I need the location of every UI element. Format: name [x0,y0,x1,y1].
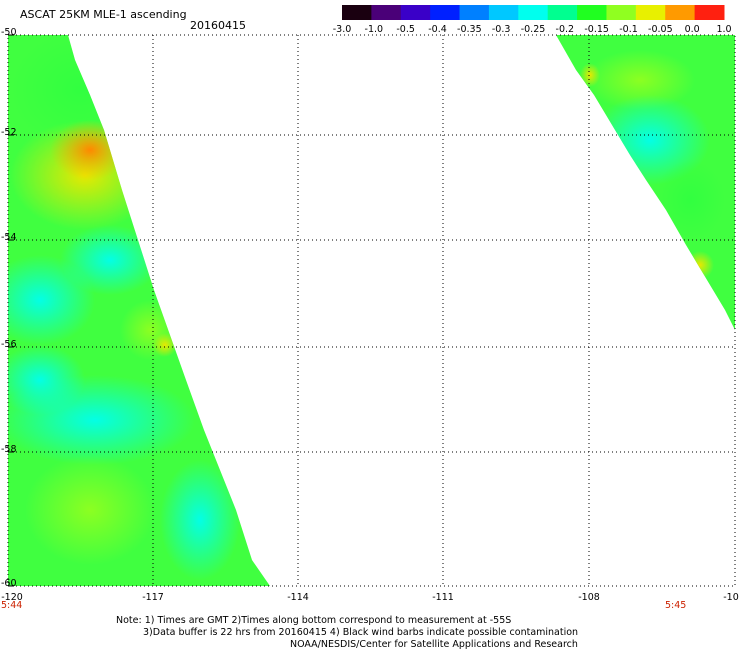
lon-label: -10 [723,592,739,603]
lat-label: -50 [1,27,17,38]
colorbar-tick-label: -3.0 [332,24,352,35]
colorbar-segment [577,5,607,20]
lat-label: -58 [1,444,17,455]
time-left: 5:44 [1,600,23,611]
colorbar-segment [459,5,490,20]
colorbar-tick-label: -0.5 [396,24,415,35]
map-title: ASCAT 25KM MLE-1 ascending [20,8,187,21]
colorbar-tick-label: 0.0 [684,24,700,35]
colorbar-segment [547,5,578,20]
colorbar-tick-label: -0.2 [555,24,575,35]
colorbar-tick-label: -0.05 [648,24,673,35]
colorbar-tick-label: -0.4 [428,24,447,35]
lat-label: -54 [1,232,17,243]
colorbar-segment [400,5,431,20]
map-frame [7,34,736,587]
colorbar-segment [606,5,637,20]
lon-label: -111 [432,592,454,603]
colorbar-tick-label: -1.0 [364,24,384,35]
colorbar-segment [694,5,725,20]
colorbar-tick-label: -0.3 [491,24,511,35]
lon-label: -117 [142,592,164,603]
note-line-3: NOAA/NESDIS/Center for Satellite Applica… [290,639,578,650]
colorbar-segment [488,5,519,20]
colorbar-tick-label: -0.25 [520,24,546,35]
colorbar-tick-label: -0.1 [619,24,638,35]
lat-label: -56 [1,339,17,350]
colorbar-segment [371,5,402,20]
colorbar-segment [430,5,461,20]
lon-label: -108 [578,592,600,603]
lat-label: -52 [1,127,17,138]
colorbar-tick-label: -0.35 [457,24,482,35]
colorbar-segment [635,5,666,20]
note-line-2: 3)Data buffer is 22 hrs from 20160415 4)… [143,627,579,638]
colorbar-segment [665,5,696,20]
lon-label: -114 [287,592,309,603]
right-swath [556,35,735,330]
colorbar-segment [518,5,549,20]
colorbar-tick-label: -0.15 [584,24,609,35]
map-date: 20160415 [190,19,246,32]
left-swath [8,35,270,586]
colorbar [342,5,725,20]
colorbar-tick-label: 1.0 [716,24,732,35]
note-line-1: Note: 1) Times are GMT 2)Times along bot… [116,615,512,626]
lat-label: -60 [1,578,17,589]
colorbar-segment [342,5,372,20]
time-right: 5:45 [665,600,687,611]
lon-label: -120 [1,592,23,603]
map-ticks [8,34,14,587]
